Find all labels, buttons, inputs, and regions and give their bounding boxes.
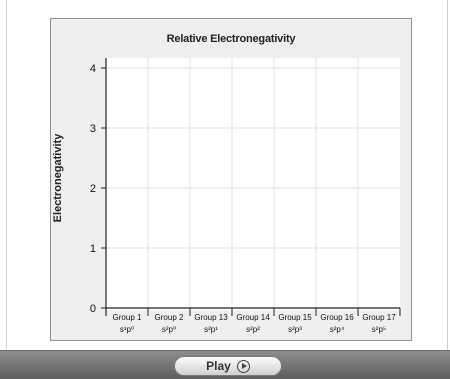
y-tick-label: 2 bbox=[90, 183, 96, 195]
y-tick-label: 4 bbox=[90, 63, 96, 75]
x-category-config: s²p⁵ bbox=[372, 325, 386, 334]
x-category-config: s²p³ bbox=[288, 325, 302, 334]
x-category-config: s²p² bbox=[246, 325, 260, 334]
x-category-label: Group 17 bbox=[362, 313, 396, 322]
x-category-config: s²p¹ bbox=[204, 325, 218, 334]
x-category-label: Group 16 bbox=[320, 313, 354, 322]
x-category-config: s²p⁴ bbox=[330, 325, 345, 334]
plot-area bbox=[106, 58, 400, 310]
play-button-label: Play bbox=[206, 359, 231, 373]
play-icon bbox=[236, 359, 250, 373]
chart-title: Relative Electronegativity bbox=[166, 33, 296, 45]
x-category-label: Group 15 bbox=[278, 313, 312, 322]
x-category-config: s²p⁰ bbox=[162, 325, 176, 334]
y-tick-label: 3 bbox=[90, 123, 96, 135]
x-category-label: Group 13 bbox=[194, 313, 228, 322]
y-tick-label: 0 bbox=[90, 303, 96, 315]
x-category-label: Group 1 bbox=[113, 313, 142, 322]
y-tick-label: 1 bbox=[90, 243, 96, 255]
play-button[interactable]: Play bbox=[174, 356, 282, 376]
x-category-label: Group 2 bbox=[155, 313, 184, 322]
x-category-label: Group 14 bbox=[236, 313, 270, 322]
x-category-config: s¹p⁰ bbox=[120, 325, 134, 334]
